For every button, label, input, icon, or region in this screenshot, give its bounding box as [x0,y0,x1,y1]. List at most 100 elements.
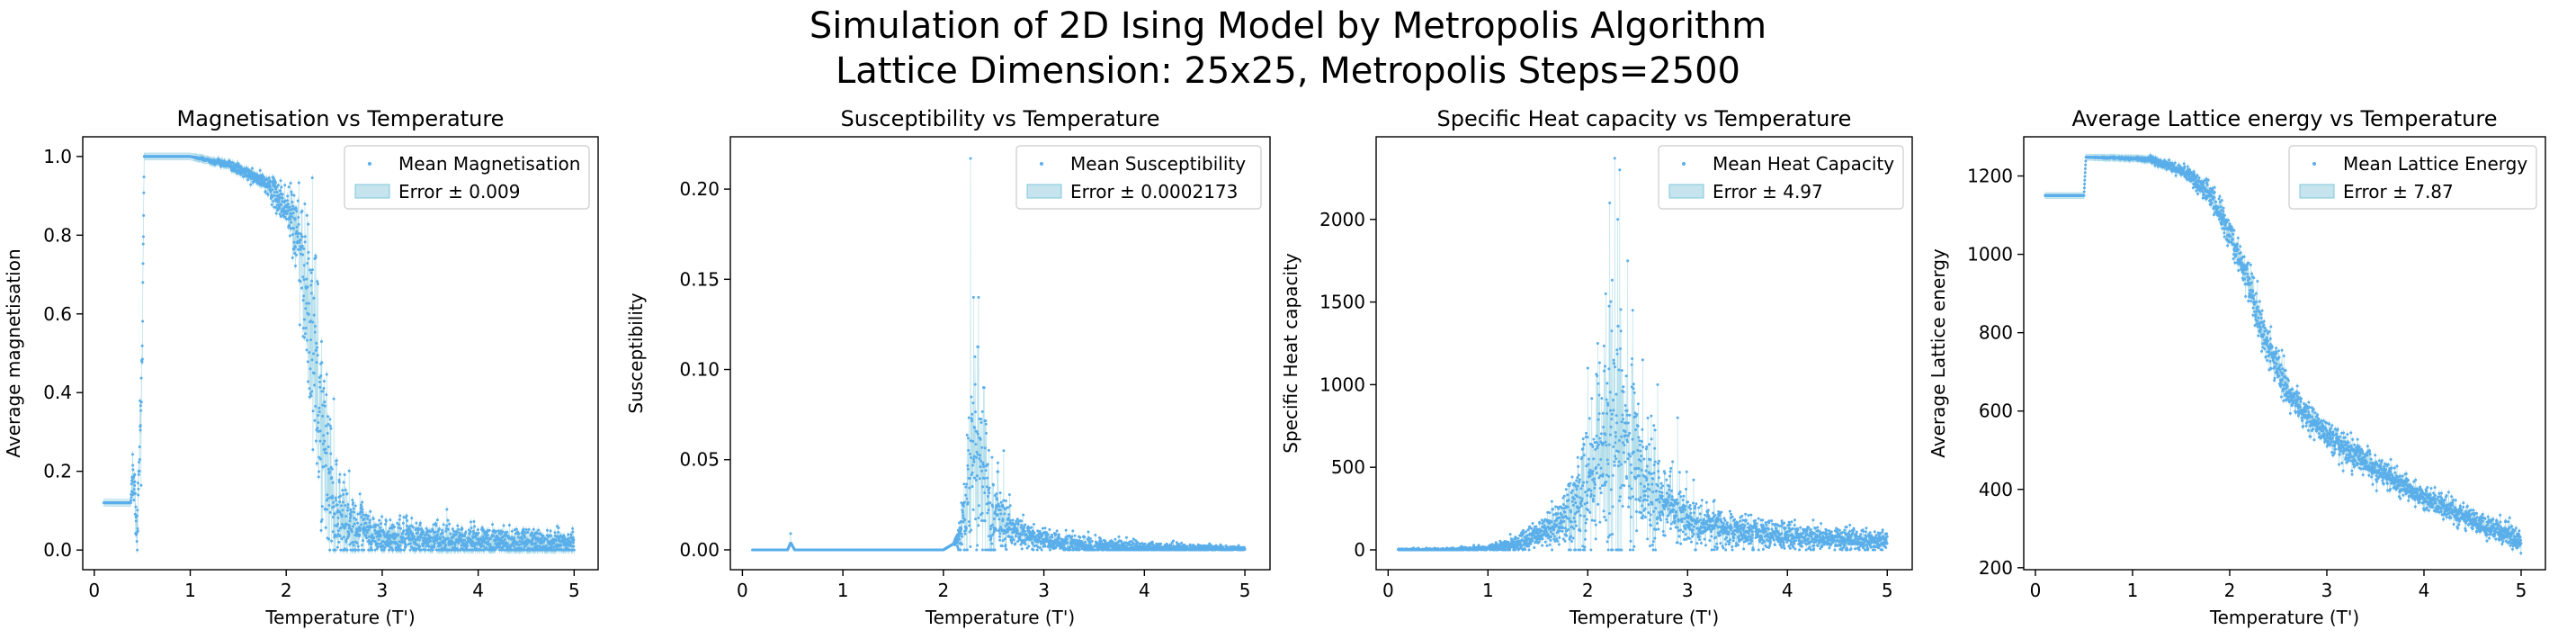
data-point [297,181,300,184]
data-point [139,400,143,404]
data-point [291,204,295,208]
data-point [136,529,139,533]
data-point [436,533,440,536]
data-point [1031,542,1034,545]
data-point [487,539,490,543]
data-point [325,451,328,454]
data-point [360,516,363,519]
data-point [371,548,374,552]
chart-title: Magnetisation vs Temperature [177,106,505,131]
data-point [1114,537,1117,541]
data-point [246,178,250,182]
data-point [316,346,319,349]
data-point [135,539,139,543]
data-point [339,504,343,508]
data-point [1004,524,1007,527]
legend-error-swatch [1026,184,1062,199]
data-point [293,251,297,255]
data-point [351,525,354,528]
data-point [467,528,470,532]
data-point [1149,542,1152,545]
data-point [367,528,371,532]
data-point [982,464,986,468]
data-point [139,404,142,408]
data-point [549,529,552,533]
data-point [466,544,470,547]
data-point [274,205,278,209]
data-point [1027,544,1031,548]
data-point [475,534,479,536]
data-point [291,200,294,203]
data-point [1025,546,1029,550]
data-point [441,531,444,535]
data-point [136,482,139,485]
data-point [323,439,326,443]
data-point [417,527,421,531]
x-tick-label: 3 [377,580,389,601]
data-point [431,548,434,552]
data-point [470,520,473,524]
data-point [355,529,359,533]
data-point [550,544,553,548]
y-tick-label: 0.4 [43,382,72,403]
data-point [418,544,422,548]
data-point [320,518,324,521]
data-point [1065,537,1069,541]
data-point [968,486,971,490]
data-point [1071,529,1075,533]
data-point [138,446,141,449]
data-point [301,253,305,256]
data-point [1007,513,1011,517]
data-point [408,548,412,552]
data-point [1131,542,1135,545]
data-point [1078,536,1082,539]
data-point [523,548,526,552]
data-point [309,284,313,287]
data-point [501,530,505,534]
data-point [362,513,365,517]
data-point [1057,533,1060,536]
data-point [370,526,373,529]
data-point [994,528,997,532]
data-point [319,374,323,378]
data-point [988,486,991,490]
data-point [318,439,322,443]
data-point [1014,542,1017,545]
data-point [304,332,308,336]
data-point [325,424,328,428]
data-point [335,524,339,527]
data-point [1063,546,1067,550]
data-point [247,168,251,172]
data-point [307,250,310,254]
data-point [988,491,991,495]
data-point [290,212,293,216]
data-point [292,194,296,197]
data-point [305,348,309,352]
data-point [530,531,533,535]
data-point [980,548,984,552]
data-point [330,539,334,543]
data-point [129,501,132,505]
data-point [549,540,552,544]
data-point [980,410,984,413]
data-point [361,510,364,514]
data-point [977,504,980,508]
data-point [314,256,318,259]
data-point [273,191,276,194]
data-point [514,527,518,531]
data-point [559,544,563,547]
data-point [368,518,371,522]
data-point [335,503,339,507]
data-point [976,544,979,547]
data-point [967,416,970,419]
data-point [345,492,349,495]
data-point [1073,534,1077,537]
data-point [365,531,369,535]
data-point [361,508,364,511]
data-point [524,528,528,532]
data-point [1008,504,1012,508]
data-point [371,518,375,521]
data-point [476,527,479,531]
data-point [981,461,985,464]
